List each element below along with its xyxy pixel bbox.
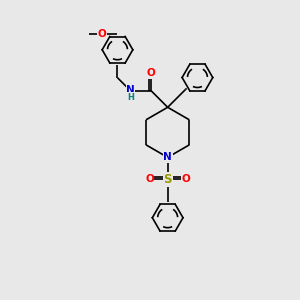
Text: O: O	[145, 174, 154, 184]
Text: H: H	[127, 93, 134, 102]
Text: N: N	[163, 152, 172, 162]
Text: S: S	[164, 173, 172, 186]
Text: O: O	[98, 29, 106, 40]
Text: O: O	[147, 68, 155, 78]
Text: O: O	[182, 174, 190, 184]
Text: N: N	[126, 85, 135, 95]
